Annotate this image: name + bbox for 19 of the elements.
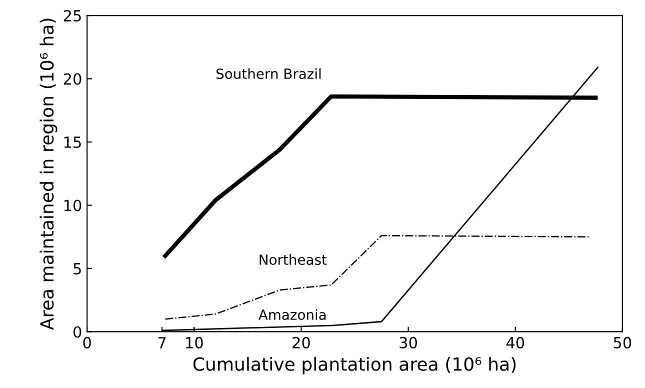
series-label: Southern Brazil — [216, 68, 321, 79]
x-tick-label: 0 — [83, 336, 91, 348]
x-tick-label: 10 — [186, 336, 203, 348]
line-series — [164, 234, 591, 320]
y-axis-title: Area maintained in region (10⁶ ha) — [40, 18, 58, 330]
y-tick-label: 10 — [64, 200, 82, 212]
y-tick-label: 0 — [74, 326, 82, 338]
x-tick-label: 20 — [292, 336, 310, 348]
y-tick-label: 5 — [74, 263, 81, 275]
series-label: Amazonia — [258, 309, 326, 320]
y-tick-label: 20 — [64, 73, 82, 85]
y-tick-label: 15 — [64, 136, 81, 148]
x-tick-label: 40 — [506, 336, 524, 348]
x-axis-title: Cumulative plantation area (10⁶ ha) — [193, 356, 516, 374]
x-tick-label: 50 — [614, 336, 632, 348]
x-tick-label: 7 — [158, 337, 166, 348]
y-tick-label: 25 — [64, 10, 81, 22]
x-tick-label: 30 — [400, 336, 417, 348]
series-label: Northeast — [260, 254, 327, 265]
